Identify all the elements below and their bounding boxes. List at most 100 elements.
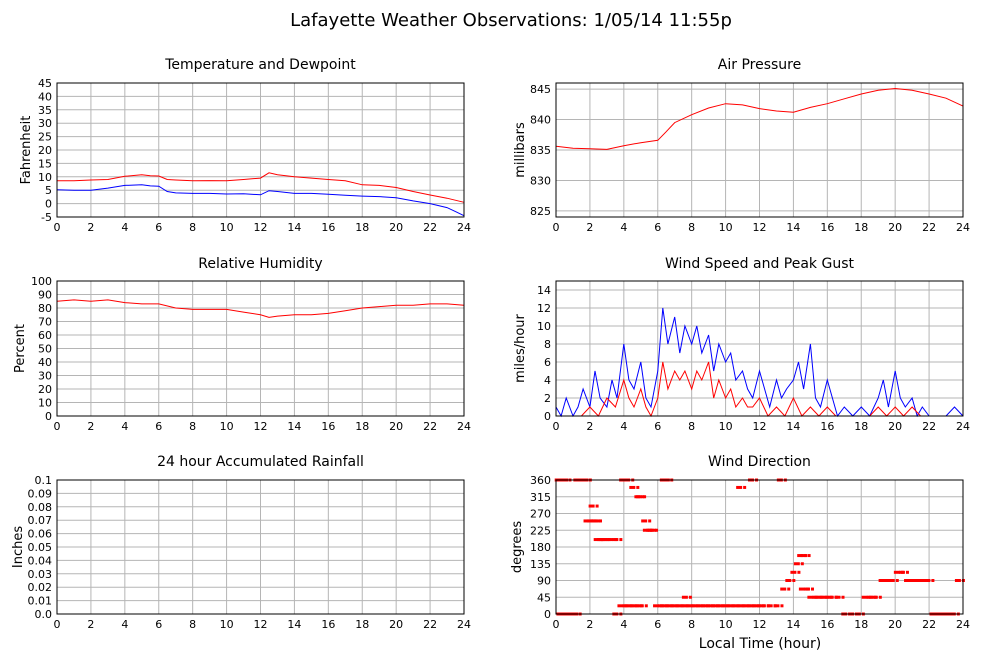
- direction-point: [709, 604, 716, 608]
- y-tick-label: 0: [45, 198, 52, 211]
- y-tick-label: 70: [38, 316, 52, 329]
- direction-point: [653, 604, 660, 608]
- direction-point: [793, 562, 800, 566]
- direction-point: [714, 604, 721, 608]
- x-tick-label: 16: [820, 618, 834, 631]
- x-tick-label: 2: [586, 420, 593, 433]
- direction-point: [798, 587, 805, 591]
- direction-point: [954, 579, 961, 582]
- x-tick-label: 0: [553, 221, 560, 234]
- x-tick-label: 6: [155, 221, 162, 234]
- direction-point: [807, 554, 811, 558]
- x-tick-label: 16: [321, 618, 335, 631]
- y-tick-label: 0.03: [28, 568, 53, 581]
- y-tick-label: 20: [38, 383, 52, 396]
- x-tick-label: 6: [155, 420, 162, 433]
- x-tick-label: 6: [654, 618, 661, 631]
- direction-point: [658, 604, 665, 608]
- y-tick-label: 30: [38, 370, 52, 383]
- x-tick-label: 8: [688, 618, 695, 631]
- y-tick-label: 12: [537, 302, 551, 315]
- y-tick-label: 50: [38, 343, 52, 356]
- temp-series-line-0: [57, 172, 465, 203]
- x-tick-label: 4: [121, 420, 128, 433]
- rain-title: 24 hour Accumulated Rainfall: [157, 454, 364, 470]
- x-tick-label: 18: [854, 221, 868, 234]
- direction-point: [766, 604, 773, 608]
- direction-point: [905, 570, 909, 574]
- x-tick-label: 4: [620, 420, 627, 433]
- y-tick-label: 40: [38, 90, 52, 103]
- x-tick-label: 12: [753, 420, 767, 433]
- x-tick-label: 20: [389, 618, 403, 631]
- x-tick-label: 2: [586, 618, 593, 631]
- pressure-y-axis-label: millibars: [513, 122, 528, 178]
- direction-point: [681, 595, 688, 599]
- direction-point: [598, 538, 605, 542]
- x-tick-label: 4: [620, 618, 627, 631]
- x-tick-label: 2: [87, 420, 94, 433]
- x-tick-label: 0: [54, 221, 61, 234]
- pressure-series-line-0: [555, 87, 964, 150]
- direction-point: [749, 604, 756, 608]
- x-tick-label: 22: [423, 221, 437, 234]
- x-tick-label: 12: [254, 618, 268, 631]
- x-tick-label: 22: [922, 618, 936, 631]
- x-tick-label: 18: [355, 420, 369, 433]
- x-tick-label: 14: [287, 420, 301, 433]
- direction-point: [893, 570, 900, 574]
- x-tick-label: 0: [54, 420, 61, 433]
- x-tick-label: 10: [719, 420, 733, 433]
- direction-point: [693, 604, 700, 608]
- x-tick-label: 24: [457, 420, 471, 433]
- direction-point: [734, 604, 741, 608]
- x-tick-label: 14: [786, 420, 800, 433]
- x-tick-label: 2: [87, 618, 94, 631]
- direction-point: [637, 604, 644, 608]
- y-tick-label: 830: [530, 174, 551, 187]
- wind-plot-frame: [555, 280, 964, 417]
- y-tick-label: -5: [41, 211, 52, 224]
- x-tick-label: 10: [719, 618, 733, 631]
- direction-point: [924, 579, 931, 582]
- direction-point: [810, 587, 814, 591]
- x-tick-label: 0: [553, 618, 560, 631]
- direction-point: [792, 579, 796, 582]
- direction-point: [719, 604, 726, 608]
- direction-point: [619, 538, 623, 542]
- x-tick-label: 2: [586, 221, 593, 234]
- direction-point: [914, 579, 921, 582]
- humidity-series-line-0: [56, 299, 465, 318]
- direction-point: [636, 485, 640, 489]
- direction-y-axis-label: degrees: [510, 521, 525, 574]
- wind-title: Wind Speed and Peak Gust: [665, 256, 854, 272]
- x-tick-label: 2: [87, 221, 94, 234]
- x-tick-label: 16: [820, 420, 834, 433]
- direction-point: [595, 504, 599, 508]
- direction-point: [759, 604, 766, 608]
- x-tick-label: 24: [956, 420, 970, 433]
- direction-point: [688, 595, 692, 599]
- x-tick-label: 0: [54, 618, 61, 631]
- y-tick-label: 835: [530, 144, 551, 157]
- y-tick-label: 825: [530, 205, 551, 218]
- direction-point: [588, 504, 595, 508]
- direction-point: [743, 485, 747, 489]
- y-tick-label: 0.02: [28, 581, 53, 594]
- y-tick-label: 90: [38, 289, 52, 302]
- direction-point: [634, 495, 641, 499]
- temp-y-axis-label: Fahrenheit: [19, 116, 34, 185]
- direction-point: [583, 519, 590, 523]
- direction-point: [773, 604, 780, 608]
- direction-point: [878, 579, 885, 582]
- direction-point: [790, 570, 797, 574]
- direction-point: [800, 562, 804, 566]
- direction-point: [812, 595, 819, 599]
- x-tick-label: 4: [620, 221, 627, 234]
- x-axis-label: Local Time (hour): [699, 636, 821, 652]
- x-tick-label: 10: [220, 618, 234, 631]
- x-tick-label: 20: [389, 420, 403, 433]
- x-tick-label: 8: [189, 420, 196, 433]
- direction-point: [688, 604, 695, 608]
